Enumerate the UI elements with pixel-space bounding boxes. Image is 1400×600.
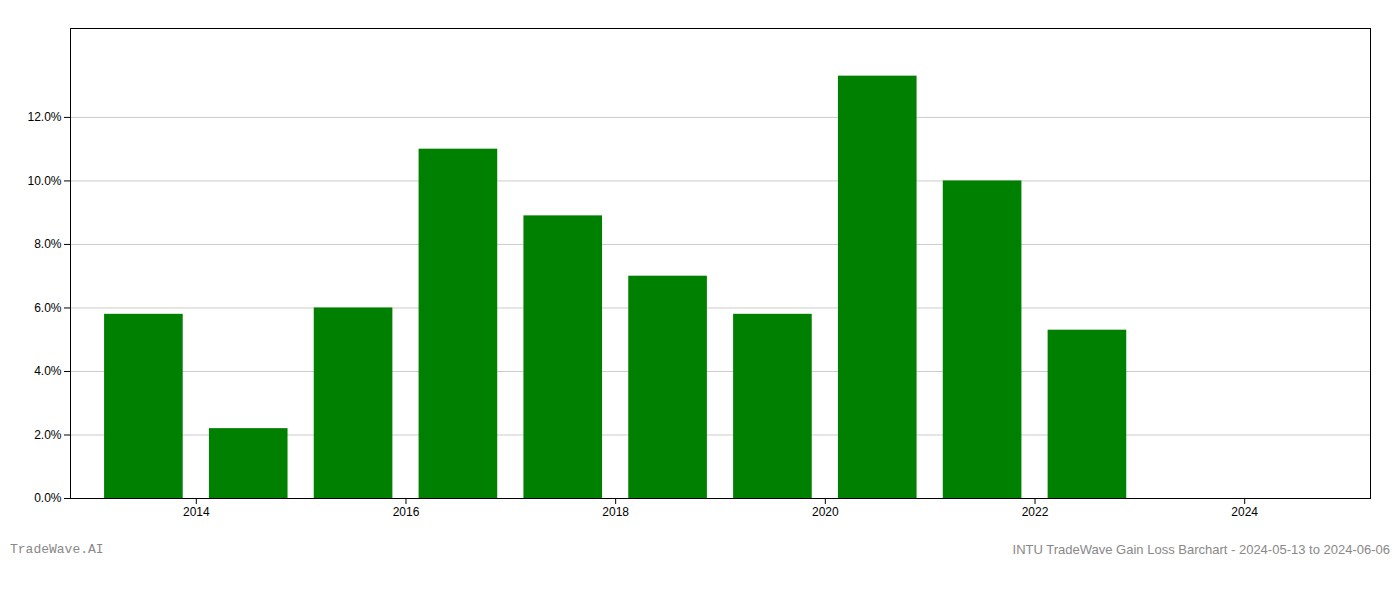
svg-text:2016: 2016 <box>393 505 420 519</box>
svg-text:2.0%: 2.0% <box>34 428 62 442</box>
svg-text:0.0%: 0.0% <box>34 491 62 505</box>
svg-text:2022: 2022 <box>1022 505 1049 519</box>
svg-text:2014: 2014 <box>183 505 210 519</box>
html-text:INTU TradeWave Gain Loss Barch: INTU TradeWave Gain Loss Barchart - 2024… <box>1012 542 1390 557</box>
svg-text:12.0%: 12.0% <box>27 110 61 124</box>
svg-text:4.0%: 4.0% <box>34 364 62 378</box>
html-text:TradeWave.AI: TradeWave.AI <box>10 542 104 557</box>
svg-text:8.0%: 8.0% <box>34 237 62 251</box>
svg-text:6.0%: 6.0% <box>34 301 62 315</box>
svg-text:10.0%: 10.0% <box>27 174 61 188</box>
svg-text:2020: 2020 <box>812 505 839 519</box>
svg-text:2024: 2024 <box>1231 505 1258 519</box>
svg-text:2018: 2018 <box>602 505 629 519</box>
